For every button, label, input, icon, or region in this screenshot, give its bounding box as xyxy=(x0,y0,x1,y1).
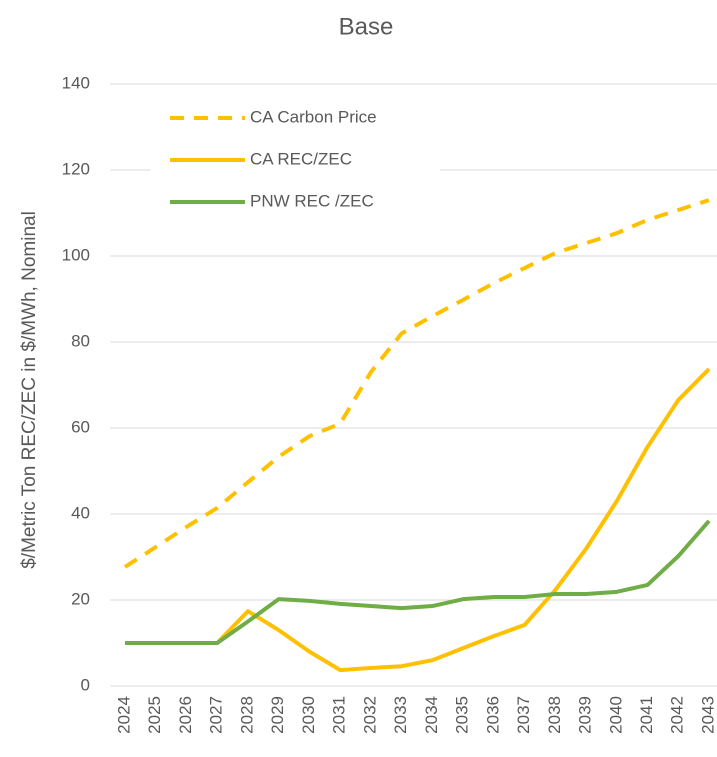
series-line xyxy=(125,519,711,645)
y-tick-label: 80 xyxy=(71,331,90,350)
chart-title: Base xyxy=(339,13,394,40)
x-tick-label: 2024 xyxy=(114,696,133,734)
y-tick-label: 100 xyxy=(62,245,90,264)
x-tick-label: 2036 xyxy=(483,696,502,734)
y-tick-label: 0 xyxy=(81,675,90,694)
x-tick-label: 2030 xyxy=(299,696,318,734)
y-axis-label: $/Metric Ton REC/ZEC in $/MWh, Nominal xyxy=(19,211,40,569)
legend: CA Carbon Price CA REC/ZEC PNW REC /ZEC xyxy=(150,98,440,228)
x-tick-label: 2037 xyxy=(514,696,533,734)
legend-label: PNW REC /ZEC xyxy=(250,191,374,210)
x-tick-label: 2038 xyxy=(545,696,564,734)
x-tick-label: 2033 xyxy=(391,696,410,734)
series-line xyxy=(125,367,711,673)
y-tick-label: 20 xyxy=(71,589,90,608)
x-tick-label: 2028 xyxy=(237,696,256,734)
x-tick-label: 2040 xyxy=(606,696,625,734)
series-line xyxy=(123,198,710,569)
x-tick-label: 2041 xyxy=(637,696,656,734)
y-tick-label: 60 xyxy=(71,417,90,436)
x-tick-label: 2026 xyxy=(176,696,195,734)
x-tick-label: 2039 xyxy=(576,696,595,734)
x-tick-label: 2043 xyxy=(698,696,717,734)
x-tick-label: 2029 xyxy=(268,696,287,734)
legend-label: CA REC/ZEC xyxy=(250,149,352,168)
x-tick-label: 2032 xyxy=(360,696,379,734)
y-tick-label: 140 xyxy=(62,73,90,92)
y-tick-label: 40 xyxy=(71,503,90,522)
x-tick-label: 2031 xyxy=(330,696,349,734)
x-tick-label: 2034 xyxy=(422,696,441,734)
y-tick-label: 120 xyxy=(62,159,90,178)
x-tick-label: 2035 xyxy=(453,696,472,734)
x-tick-label: 2042 xyxy=(668,696,687,734)
legend-label: CA Carbon Price xyxy=(250,107,377,126)
x-tick-label: 2025 xyxy=(145,696,164,734)
x-tick-label: 2027 xyxy=(207,696,226,734)
